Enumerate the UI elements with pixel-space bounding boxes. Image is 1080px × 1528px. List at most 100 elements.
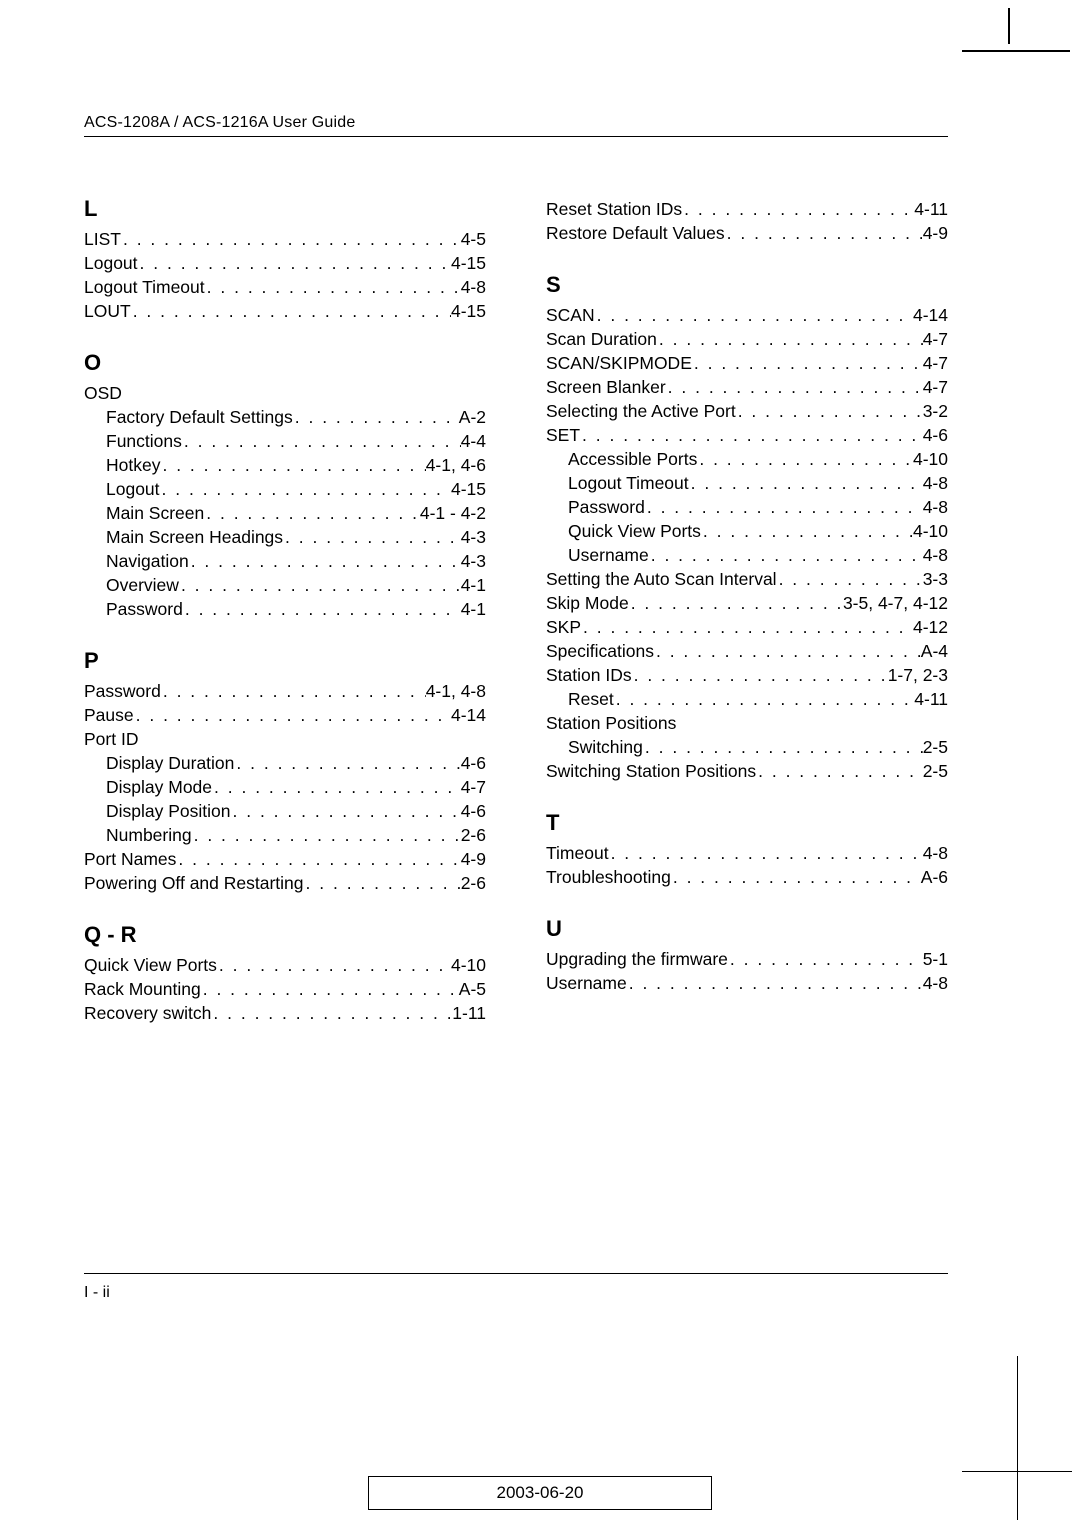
leader-dots: . . . . . . . . . . . . . . . . . . . . … xyxy=(666,375,923,399)
leader-dots: . . . . . . . . . . . . . . . . . . . . … xyxy=(234,751,460,775)
index-entry: Scan Duration . . . . . . . . . . . . . … xyxy=(546,327,948,351)
index-entry: Password . . . . . . . . . . . . . . . .… xyxy=(84,679,486,703)
index-label: Username xyxy=(546,971,627,995)
leader-dots: . . . . . . . . . . . . . . . . . . . . … xyxy=(160,477,451,501)
leader-dots: . . . . . . . . . . . . . . . . . . . . … xyxy=(595,303,913,327)
index-page: 4-1, 4-8 xyxy=(426,679,486,703)
leader-dots: . . . . . . . . . . . . . . . . . . . . … xyxy=(701,519,913,543)
leader-dots: . . . . . . . . . . . . . . . . . . . . … xyxy=(692,351,923,375)
leader-dots: . . . . . . . . . . . . . . . . . . . . … xyxy=(736,399,923,423)
footer-page-ref: I - ii xyxy=(84,1284,110,1301)
section-letter: Q - R xyxy=(84,923,486,947)
index-page: 2-5 xyxy=(923,735,948,759)
index-page: 4-1 xyxy=(461,597,486,621)
index-entry: Main Screen Headings . . . . . . . . . .… xyxy=(84,525,486,549)
index-page: 4-11 xyxy=(914,687,948,711)
leader-dots: . . . . . . . . . . . . . . . . . . . . … xyxy=(689,471,923,495)
index-label: Restore Default Values xyxy=(546,221,725,245)
index-entry: Reset Station IDs . . . . . . . . . . . … xyxy=(546,197,948,221)
index-page: 4-12 xyxy=(913,615,948,639)
index-page: 2-6 xyxy=(461,823,486,847)
leader-dots: . . . . . . . . . . . . . . . . . . . . … xyxy=(131,299,451,323)
date-text: 2003-06-20 xyxy=(497,1483,584,1502)
index-label: Pause xyxy=(84,703,134,727)
section-letter: P xyxy=(84,649,486,673)
index-entry: OSD xyxy=(84,381,486,405)
index-label: Specifications xyxy=(546,639,654,663)
index-label: Functions xyxy=(106,429,182,453)
index-page: 4-1, 4-6 xyxy=(426,453,486,477)
index-page: A-5 xyxy=(459,977,486,1001)
index-page: 4-6 xyxy=(461,799,486,823)
index-entry: Station Positions xyxy=(546,711,948,735)
index-entry: Numbering . . . . . . . . . . . . . . . … xyxy=(84,823,486,847)
index-page: 5-1 xyxy=(923,947,948,971)
index-label: Display Mode xyxy=(106,775,212,799)
index-column-left: LLIST . . . . . . . . . . . . . . . . . … xyxy=(84,197,486,1025)
leader-dots: . . . . . . . . . . . . . . . . . . . . … xyxy=(212,775,461,799)
index-label: Main Screen xyxy=(106,501,204,525)
index-label: Numbering xyxy=(106,823,192,847)
leader-dots: . . . . . . . . . . . . . . . . . . . . … xyxy=(657,327,923,351)
index-label: Logout xyxy=(84,251,138,275)
index-page: 4-7 xyxy=(923,327,948,351)
index-entry: Port ID xyxy=(84,727,486,751)
index-page: 4-8 xyxy=(923,841,948,865)
index-entry: Username . . . . . . . . . . . . . . . .… xyxy=(546,543,948,567)
index-entry: Accessible Ports . . . . . . . . . . . .… xyxy=(546,447,948,471)
section-letter: L xyxy=(84,197,486,221)
index-label: Password xyxy=(106,597,183,621)
index-label: Timeout xyxy=(546,841,609,865)
index-entry: Functions . . . . . . . . . . . . . . . … xyxy=(84,429,486,453)
index-entry: Station IDs . . . . . . . . . . . . . . … xyxy=(546,663,948,687)
leader-dots: . . . . . . . . . . . . . . . . . . . . … xyxy=(121,227,461,251)
index-label: SET xyxy=(546,423,580,447)
index-label: Station Positions xyxy=(546,711,676,735)
index-label: Setting the Auto Scan Interval xyxy=(546,567,777,591)
index-entry: Password . . . . . . . . . . . . . . . .… xyxy=(546,495,948,519)
index-columns: LLIST . . . . . . . . . . . . . . . . . … xyxy=(84,197,948,1025)
leader-dots: . . . . . . . . . . . . . . . . . . . . … xyxy=(179,573,461,597)
index-page: 4-10 xyxy=(913,519,948,543)
leader-dots: . . . . . . . . . . . . . . . . . . . . … xyxy=(161,679,426,703)
leader-dots: . . . . . . . . . . . . . . . . . . . . … xyxy=(671,865,921,889)
index-page: 4-9 xyxy=(923,221,948,245)
leader-dots: . . . . . . . . . . . . . . . . . . . . … xyxy=(304,871,461,895)
index-page: 4-6 xyxy=(461,751,486,775)
index-page: 2-5 xyxy=(923,759,948,783)
leader-dots: . . . . . . . . . . . . . . . . . . . . … xyxy=(581,615,913,639)
index-label: Recovery switch xyxy=(84,1001,211,1025)
index-entry: Display Mode . . . . . . . . . . . . . .… xyxy=(84,775,486,799)
index-entry: Port Names . . . . . . . . . . . . . . .… xyxy=(84,847,486,871)
leader-dots: . . . . . . . . . . . . . . . . . . . . … xyxy=(192,823,461,847)
index-entry: Main Screen . . . . . . . . . . . . . . … xyxy=(84,501,486,525)
index-page: 4-6 xyxy=(923,423,948,447)
index-entry: Logout Timeout . . . . . . . . . . . . .… xyxy=(84,275,486,299)
index-column-right: Reset Station IDs . . . . . . . . . . . … xyxy=(546,197,948,1025)
index-page: A-6 xyxy=(921,865,948,889)
index-label: Logout Timeout xyxy=(568,471,689,495)
index-label: Logout xyxy=(106,477,160,501)
leader-dots: . . . . . . . . . . . . . . . . . . . . … xyxy=(777,567,923,591)
index-label: Reset xyxy=(568,687,614,711)
index-page: 4-15 xyxy=(451,477,486,501)
index-label: Station IDs xyxy=(546,663,632,687)
index-label: OSD xyxy=(84,381,122,405)
index-entry: Pause . . . . . . . . . . . . . . . . . … xyxy=(84,703,486,727)
index-page: 4-7 xyxy=(923,351,948,375)
index-entry: Password . . . . . . . . . . . . . . . .… xyxy=(84,597,486,621)
section-letter: O xyxy=(84,351,486,375)
index-entry: Logout . . . . . . . . . . . . . . . . .… xyxy=(84,251,486,275)
index-entry: SCAN/SKIPMODE . . . . . . . . . . . . . … xyxy=(546,351,948,375)
header-title: ACS-1208A / ACS-1216A User Guide xyxy=(84,114,355,131)
leader-dots: . . . . . . . . . . . . . . . . . . . . … xyxy=(182,429,461,453)
index-page: 4-8 xyxy=(923,543,948,567)
index-entry: Screen Blanker . . . . . . . . . . . . .… xyxy=(546,375,948,399)
index-entry: Upgrading the firmware . . . . . . . . .… xyxy=(546,947,948,971)
index-entry: Hotkey . . . . . . . . . . . . . . . . .… xyxy=(84,453,486,477)
leader-dots: . . . . . . . . . . . . . . . . . . . . … xyxy=(632,663,888,687)
index-label: SCAN/SKIPMODE xyxy=(546,351,692,375)
index-label: Main Screen Headings xyxy=(106,525,283,549)
leader-dots: . . . . . . . . . . . . . . . . . . . . … xyxy=(728,947,923,971)
index-label: SKP xyxy=(546,615,581,639)
